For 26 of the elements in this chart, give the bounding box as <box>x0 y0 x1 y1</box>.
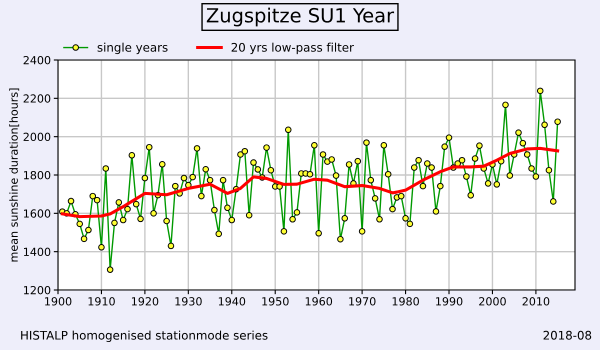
x-tick-label: 1940 <box>218 297 246 306</box>
y-tick-label: 1200 <box>24 286 50 294</box>
x-tick-label: 1960 <box>306 297 332 306</box>
x-tick-label: 1950 <box>262 297 289 306</box>
legend-label: single years <box>98 42 168 54</box>
x-tick-label: 1900 <box>45 297 72 306</box>
chart-title: Zugspitze SU1 Year <box>206 8 394 26</box>
legend-label: 20 yrs low-pass filter <box>232 42 354 54</box>
y-tick-label: 2200 <box>24 94 50 103</box>
x-tick-label: 1930 <box>175 297 202 306</box>
y-tick-label: 2000 <box>24 132 50 142</box>
y-tick-label: 1800 <box>24 170 50 180</box>
y-tick-label: 1400 <box>24 248 50 256</box>
x-tick-label: 2000 <box>479 297 506 306</box>
x-tick-label: 1920 <box>132 297 158 306</box>
x-tick-label: 2010 <box>522 297 550 306</box>
x-tick-label: 1980 <box>392 297 419 306</box>
text: HISTALP homogenised stationmode series <box>21 330 268 342</box>
x-tick-label: 1990 <box>436 297 462 306</box>
text: 2018-08 <box>544 330 592 340</box>
y-tick-label: 1600 <box>24 209 50 218</box>
y-tick-label: 2400 <box>24 56 50 64</box>
line-series <box>60 146 560 218</box>
x-tick-label: 1970 <box>349 297 376 306</box>
x-tick-label: 1910 <box>88 297 115 306</box>
y-axis-title: mean sunshine duration[hours] <box>9 88 20 262</box>
